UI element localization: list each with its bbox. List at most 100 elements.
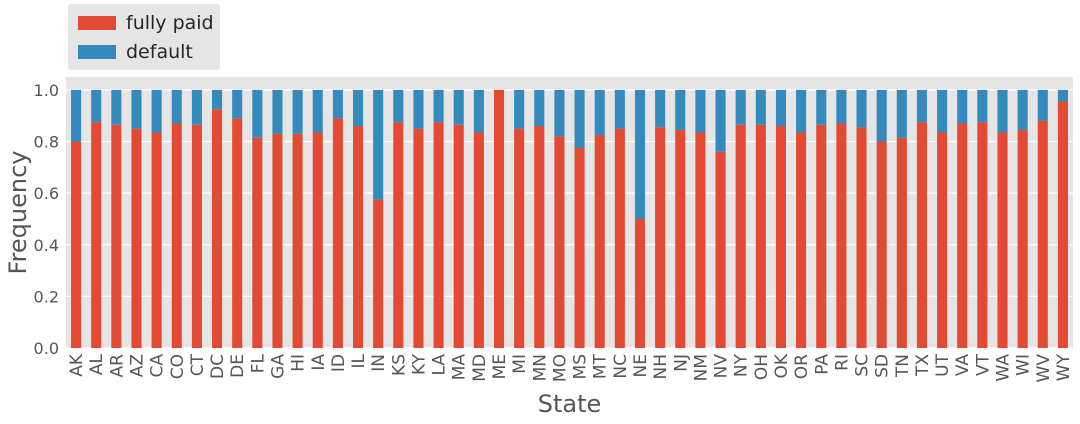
bar-fully-paid-nm	[695, 132, 706, 348]
bar-default-or	[796, 89, 807, 133]
y-tick-label: 0.2	[34, 287, 59, 306]
x-tick-label-fl: FL	[248, 353, 268, 373]
bar-fully-paid-dc	[212, 109, 223, 348]
bar-fully-paid-ga	[272, 133, 283, 348]
y-tick-labels: 0.0 0.2 0.4 0.6 0.8 1.0	[34, 81, 59, 358]
bar-default-nh	[655, 89, 666, 128]
bar-fully-paid-id	[332, 118, 343, 349]
x-tick-label-vt: VT	[973, 353, 993, 376]
x-tick-label-ga: GA	[268, 354, 288, 379]
x-tick-label-nj: NJ	[671, 354, 691, 372]
bar-fully-paid-ma	[453, 124, 464, 348]
legend-label-default: default	[126, 41, 193, 63]
x-tick-label-mi: MI	[510, 354, 530, 374]
legend-item-fully-paid: fully paid	[78, 9, 214, 37]
bar-fully-paid-il	[352, 126, 364, 349]
bar-default-ct	[191, 89, 202, 125]
y-tick-label: 0.8	[34, 133, 59, 152]
bar-fully-paid-ut	[937, 132, 948, 348]
x-tick-label-sd: SD	[873, 354, 893, 378]
bar-fully-paid-ok	[775, 126, 787, 349]
x-tick-label-ct: CT	[188, 353, 208, 376]
bar-fully-paid-ky	[413, 128, 424, 348]
bar-default-nv	[715, 89, 726, 152]
bar-default-wy	[1057, 89, 1068, 102]
x-tick-label-id: ID	[329, 354, 349, 372]
bar-default-ak	[71, 89, 82, 142]
bar-default-wv	[1037, 89, 1048, 121]
x-tick-label-co: CO	[168, 354, 188, 379]
bar-fully-paid-wi	[1017, 129, 1028, 348]
bar-fully-paid-wv	[1037, 120, 1048, 348]
x-tick-label-mn: MN	[530, 354, 550, 381]
x-tick-label-ia: IA	[309, 354, 329, 371]
x-tick-label-az: AZ	[127, 354, 147, 377]
bar-default-id	[332, 89, 343, 119]
bar-default-co	[171, 89, 182, 124]
bar-fully-paid-hi	[292, 133, 303, 348]
bar-fully-paid-mo	[554, 136, 565, 348]
bar-default-ms	[574, 89, 585, 148]
x-tick-label-pa: PA	[812, 354, 832, 375]
bar-default-mo	[554, 89, 565, 137]
bar-default-hi	[292, 89, 303, 134]
x-tick-label-de: DE	[228, 354, 248, 378]
y-axis-label: Frequency	[4, 151, 32, 275]
x-tick-labels: AK AL AR AZ CA CO CT DC DE FL GA HI IA ID IL IN KS KY LA MA…	[67, 353, 1074, 382]
x-tick-label-oh: OH	[752, 354, 772, 380]
bar-fully-paid-sd	[876, 141, 887, 348]
x-tick-label-ok: OK	[772, 353, 792, 378]
legend-swatch-fully-paid	[78, 16, 116, 30]
bar-fully-paid-tx	[916, 122, 927, 349]
x-tick-label-nh: NH	[651, 354, 671, 380]
bar-fully-paid-mn	[534, 126, 545, 349]
y-tick-label: 0.4	[34, 236, 59, 255]
bar-fully-paid-al	[91, 122, 102, 349]
bar-fully-paid-wy	[1057, 101, 1068, 349]
x-tick-label-mo: MO	[550, 354, 570, 382]
bar-fully-paid-de	[232, 118, 243, 349]
bar-default-dc	[212, 89, 223, 110]
x-tick-label-ca: CA	[148, 354, 168, 378]
bar-default-ia	[312, 89, 323, 133]
bar-fully-paid-va	[957, 123, 968, 348]
bar-fully-paid-ms	[574, 147, 585, 348]
bar-fully-paid-mi	[514, 128, 525, 348]
bar-fully-paid-md	[473, 132, 484, 348]
x-tick-label-il: IL	[349, 353, 369, 368]
bar-fully-paid-or	[796, 132, 807, 348]
x-tick-label-wv: WV	[1034, 354, 1054, 383]
bar-fully-paid-tn	[896, 137, 907, 348]
bar-default-sc	[856, 89, 867, 128]
bar-default-ks	[393, 89, 404, 123]
bar-default-va	[957, 89, 968, 124]
y-tick-label: 0.6	[34, 184, 59, 203]
bar-default-de	[232, 89, 243, 119]
bar-fully-paid-vt	[977, 122, 988, 349]
y-tick-label: 1.0	[34, 81, 59, 100]
bar-default-mt	[594, 89, 605, 136]
x-tick-label-tn: TN	[893, 354, 913, 378]
bar-default-pa	[816, 89, 827, 125]
x-tick-label-ny: NY	[732, 353, 752, 377]
bar-default-in	[373, 89, 384, 200]
bar-fully-paid-ny	[735, 124, 746, 348]
x-tick-label-ms: MS	[571, 354, 591, 379]
legend: fully paid default	[68, 4, 220, 70]
x-tick-label-va: VA	[953, 354, 973, 377]
bar-default-nj	[675, 89, 686, 130]
bar-fully-paid-ne	[634, 218, 646, 348]
bar-fully-paid-me	[493, 89, 505, 349]
x-tick-label-al: AL	[87, 353, 107, 375]
bar-fully-paid-pa	[816, 124, 827, 348]
bar-default-tx	[916, 89, 927, 123]
x-tick-label-la: LA	[430, 354, 450, 376]
legend-swatch-default	[78, 45, 116, 59]
bar-default-ri	[836, 89, 847, 124]
bar-fully-paid-ks	[393, 122, 404, 349]
bar-fully-paid-co	[171, 123, 182, 348]
bar-default-ar	[111, 89, 122, 125]
x-tick-label-wa: WA	[994, 354, 1014, 382]
x-axis-label: State	[538, 390, 602, 418]
